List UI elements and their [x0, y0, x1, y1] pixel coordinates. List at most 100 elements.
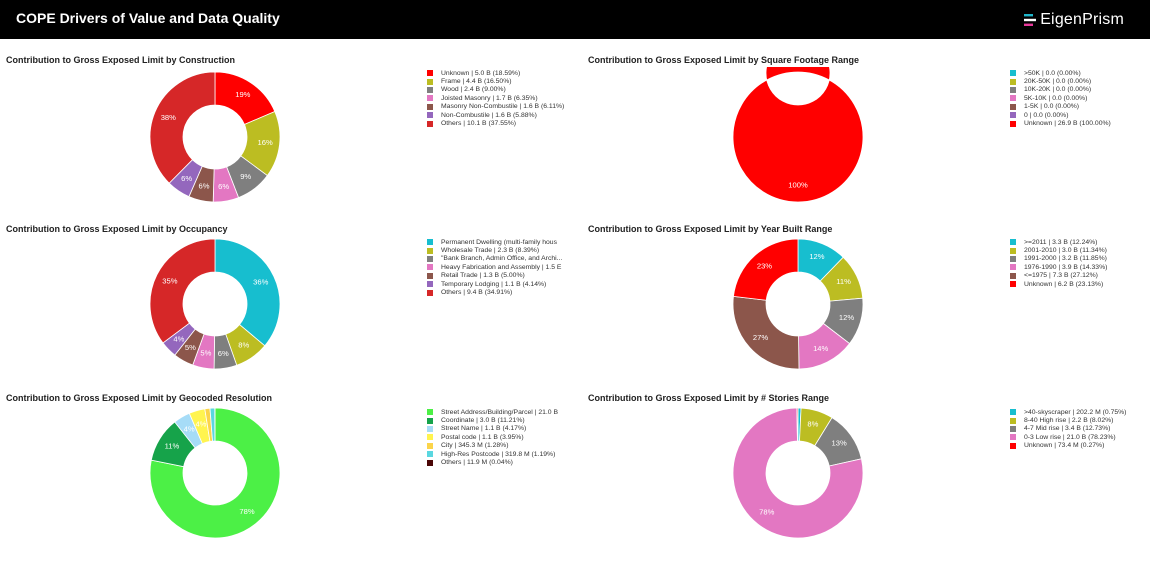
legend-label: Permanent Dwelling (multi-family hous	[441, 238, 557, 246]
legend-item[interactable]: >=2011 | 3.3 B (12.24%)	[1010, 238, 1150, 246]
legend-label: <=1975 | 7.3 B (27.12%)	[1024, 272, 1098, 280]
legend-swatch	[427, 255, 433, 262]
slice-percent-label: 9%	[240, 172, 251, 181]
legend-item[interactable]: Street Address/Building/Parcel | 21.0 B	[427, 408, 567, 416]
legend-swatch	[427, 70, 433, 77]
slice-percent-label: 6%	[218, 349, 229, 358]
legend-item[interactable]: Wholesale Trade | 2.3 B (8.39%)	[427, 246, 567, 254]
legend-item[interactable]: 2001-2010 | 3.0 B (11.34%)	[1010, 246, 1150, 254]
slice-percent-label: 8%	[238, 340, 249, 349]
slice-percent-label: 16%	[258, 138, 273, 147]
legend-label: Frame | 4.4 B (16.50%)	[441, 78, 512, 86]
legend-item[interactable]: 1-5K | 0.0 (0.00%)	[1010, 103, 1150, 111]
legend-item[interactable]: Others | 10.1 B (37.55%)	[427, 119, 567, 127]
pie-slice[interactable]	[732, 295, 800, 370]
pie-slice[interactable]	[149, 407, 281, 539]
legend-swatch	[427, 239, 433, 246]
donut-chart-square-footage: 100%	[732, 67, 864, 203]
legend-item[interactable]: High-Res Postcode | 319.8 M (1.19%)	[427, 450, 567, 458]
legend-swatch	[427, 103, 433, 110]
legend-item[interactable]: Unknown | 73.4 M (0.27%)	[1010, 442, 1150, 450]
legend-label: 8-40 High rise | 2.2 B (8.02%)	[1024, 417, 1114, 425]
legend-item[interactable]: >50K | 0.0 (0.00%)	[1010, 69, 1150, 77]
pie-slice[interactable]	[149, 238, 216, 344]
legend-label: Wood | 2.4 B (9.00%)	[441, 86, 506, 94]
pie-slice[interactable]	[149, 71, 216, 184]
legend-item[interactable]: <=1975 | 7.3 B (27.12%)	[1010, 272, 1150, 280]
legend-label: High-Res Postcode | 319.8 M (1.19%)	[441, 450, 556, 458]
legend-label: 5K-10K | 0.0 (0.00%)	[1024, 94, 1088, 102]
slice-percent-label: 27%	[753, 333, 768, 342]
slice-percent-label: 19%	[235, 90, 250, 99]
legend-swatch	[427, 78, 433, 85]
legend-item[interactable]: Non-Combustile | 1.6 B (5.88%)	[427, 111, 567, 119]
legend-label: 20K-50K | 0.0 (0.00%)	[1024, 78, 1092, 86]
donut-chart-year-built: 12% 11% 12% 14% 27% 23%	[732, 238, 864, 370]
legend-swatch	[1010, 442, 1016, 449]
legend-label: "Bank Branch, Admin Office, and Archi...	[441, 255, 563, 263]
legend-swatch	[427, 247, 433, 254]
pie-slice[interactable]	[732, 67, 864, 203]
chart-title: Contribution to Gross Exposed Limit by O…	[6, 224, 228, 234]
legend-item[interactable]: "Bank Branch, Admin Office, and Archi...	[427, 255, 567, 263]
legend-item[interactable]: >40-skyscraper | 202.2 M (0.75%)	[1010, 408, 1150, 416]
legend-item[interactable]: 10K-20K | 0.0 (0.00%)	[1010, 86, 1150, 94]
eigenprism-logo-icon	[1024, 14, 1037, 26]
legend-item[interactable]: Others | 11.9 M (0.04%)	[427, 458, 567, 466]
legend-swatch	[427, 442, 433, 449]
chart-panel-year-built: Contribution to Gross Exposed Limit by Y…	[588, 224, 1150, 394]
slice-percent-label: 12%	[809, 252, 824, 261]
legend-swatch	[1010, 425, 1016, 432]
legend-label: 0 | 0.0 (0.00%)	[1024, 111, 1069, 119]
legend-swatch	[427, 281, 433, 288]
legend-item[interactable]: 0 | 0.0 (0.00%)	[1010, 111, 1150, 119]
legend-item[interactable]: Unknown | 5.0 B (18.59%)	[427, 69, 567, 77]
pie-slice[interactable]	[796, 407, 799, 442]
legend-item[interactable]: 4-7 Mid rise | 3.4 B (12.73%)	[1010, 425, 1150, 433]
legend-item[interactable]: City | 345.3 M (1.28%)	[427, 442, 567, 450]
legend-item[interactable]: 1991-2000 | 3.2 B (11.85%)	[1010, 255, 1150, 263]
legend-item[interactable]: 8-40 High rise | 2.2 B (8.02%)	[1010, 416, 1150, 424]
legend-swatch	[427, 120, 433, 127]
legend-item[interactable]: Street Name | 1.1 B (4.17%)	[427, 425, 567, 433]
legend-swatch	[427, 417, 433, 424]
page-title: COPE Drivers of Value and Data Quality	[16, 10, 280, 26]
legend-swatch	[427, 289, 433, 296]
legend-label: >=2011 | 3.3 B (12.24%)	[1024, 238, 1098, 246]
donut-chart-occupancy: 36%8%6%5%5%4%35%	[149, 238, 281, 370]
legend-label: 2001-2010 | 3.0 B (11.34%)	[1024, 247, 1107, 255]
legend-item[interactable]: Others | 9.4 B (34.91%)	[427, 288, 567, 296]
legend-item[interactable]: 1976-1990 | 3.9 B (14.33%)	[1010, 263, 1150, 271]
legend-item[interactable]: Masonry Non-Combustile | 1.6 B (6.11%)	[427, 103, 567, 111]
pie-slice[interactable]	[733, 238, 799, 301]
legend-item[interactable]: Unknown | 26.9 B (100.00%)	[1010, 119, 1150, 127]
chart-panel-square-footage: Contribution to Gross Exposed Limit by S…	[588, 55, 1150, 225]
legend-stories: >40-skyscraper | 202.2 M (0.75%) 8-40 Hig…	[1010, 408, 1150, 450]
pie-slice[interactable]	[732, 407, 864, 539]
legend-swatch	[427, 264, 433, 271]
legend-label: 4-7 Mid rise | 3.4 B (12.73%)	[1024, 425, 1111, 433]
legend-item[interactable]: 0-3 Low rise | 21.0 B (78.23%)	[1010, 433, 1150, 441]
legend-item[interactable]: Coordinate | 3.0 B (11.21%)	[427, 416, 567, 424]
legend-item[interactable]: 5K-10K | 0.0 (0.00%)	[1010, 94, 1150, 102]
legend-item[interactable]: Wood | 2.4 B (9.00%)	[427, 86, 567, 94]
slice-percent-label: 14%	[813, 344, 828, 353]
legend-item[interactable]: 20K-50K | 0.0 (0.00%)	[1010, 77, 1150, 85]
slice-percent-label: 5%	[185, 343, 196, 352]
legend-item[interactable]: Unknown | 6.2 B (23.13%)	[1010, 280, 1150, 288]
legend-item[interactable]: Postal code | 1.1 B (3.95%)	[427, 433, 567, 441]
legend-swatch	[1010, 409, 1016, 416]
legend-item[interactable]: Permanent Dwelling (multi-family hous	[427, 238, 567, 246]
legend-item[interactable]: Temporary Lodging | 1.1 B (4.14%)	[427, 280, 567, 288]
legend-swatch	[1010, 70, 1016, 77]
legend-item[interactable]: Retail Trade | 1.3 B (5.00%)	[427, 272, 567, 280]
legend-item[interactable]: Frame | 4.4 B (16.50%)	[427, 77, 567, 85]
legend-swatch	[1010, 86, 1016, 93]
chart-title: Contribution to Gross Exposed Limit by Y…	[588, 224, 833, 234]
legend-item[interactable]: Joisted Masonry | 1.7 B (6.35%)	[427, 94, 567, 102]
legend-label: Temporary Lodging | 1.1 B (4.14%)	[441, 280, 547, 288]
legend-occupancy: Permanent Dwelling (multi-family hous Who…	[427, 238, 567, 297]
chart-title: Contribution to Gross Exposed Limit by C…	[6, 55, 235, 65]
pie-slice[interactable]	[214, 238, 281, 347]
legend-item[interactable]: Heavy Fabrication and Assembly | 1.5 E	[427, 263, 567, 271]
